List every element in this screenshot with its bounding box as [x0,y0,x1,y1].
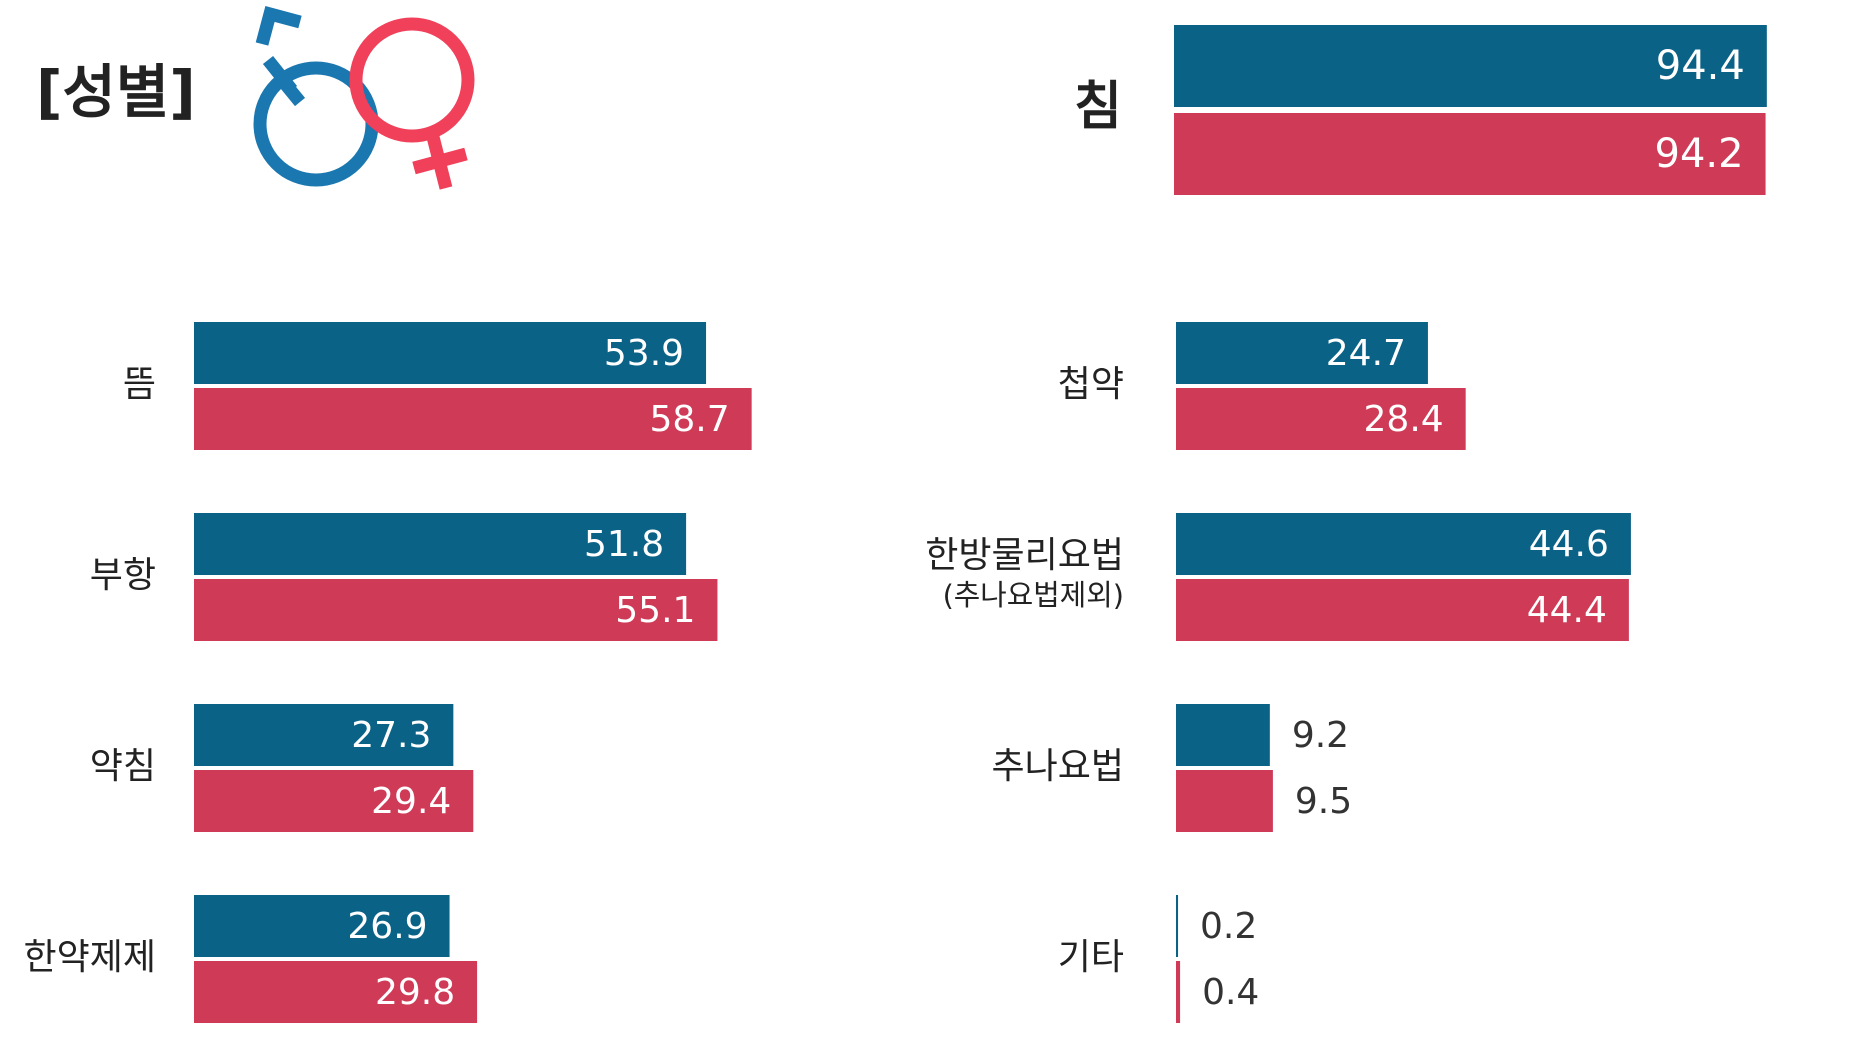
value-label: 9.5 [1295,781,1352,822]
bar [194,961,478,1023]
bar [194,513,687,575]
gender-icon [253,6,475,190]
value-label: 55.1 [615,590,695,631]
chart-title: [성별] [36,58,196,126]
value-label: 26.9 [347,906,427,947]
bar [194,322,707,384]
bar [1176,704,1270,766]
value-label: 24.7 [1326,333,1406,374]
category-label: 기타 [1058,937,1124,978]
category-label: 추나요법 [992,746,1124,787]
bar [1176,322,1428,384]
category-label: 한방물리요법 (추나요법제외) [925,535,1124,612]
value-label: 28.4 [1364,399,1444,440]
value-label: 53.9 [604,333,684,374]
bar [1174,25,1767,107]
value-label: 0.4 [1202,972,1259,1013]
value-label: 94.2 [1655,131,1744,177]
bar [194,579,718,641]
bar [1176,770,1273,832]
bar [194,704,454,766]
bar [1174,113,1766,195]
bar [1176,961,1181,1023]
value-label: 94.4 [1656,43,1745,89]
category-label: 부항 [90,555,156,596]
bar [1176,388,1466,450]
value-label: 44.4 [1527,590,1607,631]
value-label: 9.2 [1292,715,1349,756]
bar [1176,579,1629,641]
value-label: 58.7 [649,399,729,440]
category-label: 첩약 [1058,364,1124,405]
value-label: 44.6 [1529,524,1609,565]
bar [194,895,450,957]
category-label: 약침 [90,746,156,787]
value-label: 29.4 [371,781,451,822]
value-label: 29.8 [375,972,455,1013]
value-label: 27.3 [351,715,431,756]
value-label: 0.2 [1200,906,1257,947]
category-label: 뜸 [123,364,156,405]
category-label: 한약제제 [24,937,156,978]
value-label: 51.8 [584,524,664,565]
bar [1176,895,1179,957]
bar [194,388,752,450]
bar [1176,513,1631,575]
bar [194,770,474,832]
category-label: 침 [1074,77,1122,137]
